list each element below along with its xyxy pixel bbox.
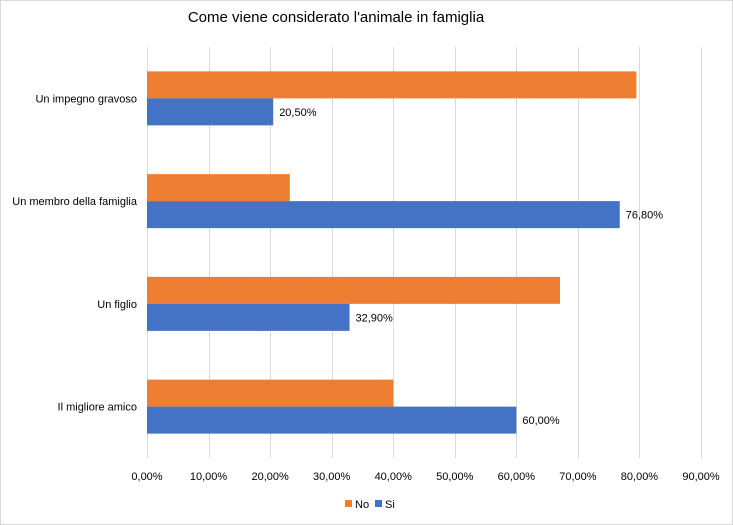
x-tick-label: 70,00% — [559, 471, 597, 483]
bar-no — [147, 174, 290, 202]
x-tick-label: 20,00% — [251, 471, 289, 483]
x-tick-label: 30,00% — [313, 471, 351, 483]
x-tick-label: 80,00% — [621, 471, 659, 483]
legend-swatch-no — [345, 500, 352, 507]
chart-title: Come viene considerato l'animale in fami… — [188, 9, 485, 26]
legend-swatch-si — [375, 500, 382, 507]
legend-label: No — [355, 499, 369, 511]
x-tick-label: 0,00% — [131, 471, 162, 483]
data-label: 60,00% — [522, 415, 560, 427]
bar-si — [147, 201, 620, 229]
bar-si — [147, 406, 517, 434]
x-tick-label: 40,00% — [375, 471, 413, 483]
category-label: Un figlio — [97, 299, 137, 311]
bar-no — [147, 379, 394, 407]
category-label: Il migliore amico — [58, 402, 137, 414]
data-label: 76,80% — [626, 210, 664, 222]
x-tick-label: 90,00% — [682, 471, 720, 483]
bar-no — [147, 71, 637, 99]
legend-label: Si — [385, 499, 395, 511]
x-tick-label: 60,00% — [498, 471, 536, 483]
bars — [147, 71, 637, 434]
bar-si — [147, 98, 274, 126]
data-label: 20,50% — [279, 107, 317, 119]
bar-si — [147, 303, 350, 331]
category-label: Un impegno gravoso — [35, 93, 137, 105]
category-label: Un membro della famiglia — [12, 196, 138, 208]
labels: 0,00% 10,00% 20,00% 30,00% 40,00% 50,00% 60,00… — [12, 93, 720, 483]
x-tick-label: 10,00% — [190, 471, 228, 483]
bar-no — [147, 276, 561, 304]
legend: No Si — [345, 499, 395, 511]
x-tick-label: 50,00% — [436, 471, 474, 483]
data-label: 32,90% — [356, 312, 394, 324]
